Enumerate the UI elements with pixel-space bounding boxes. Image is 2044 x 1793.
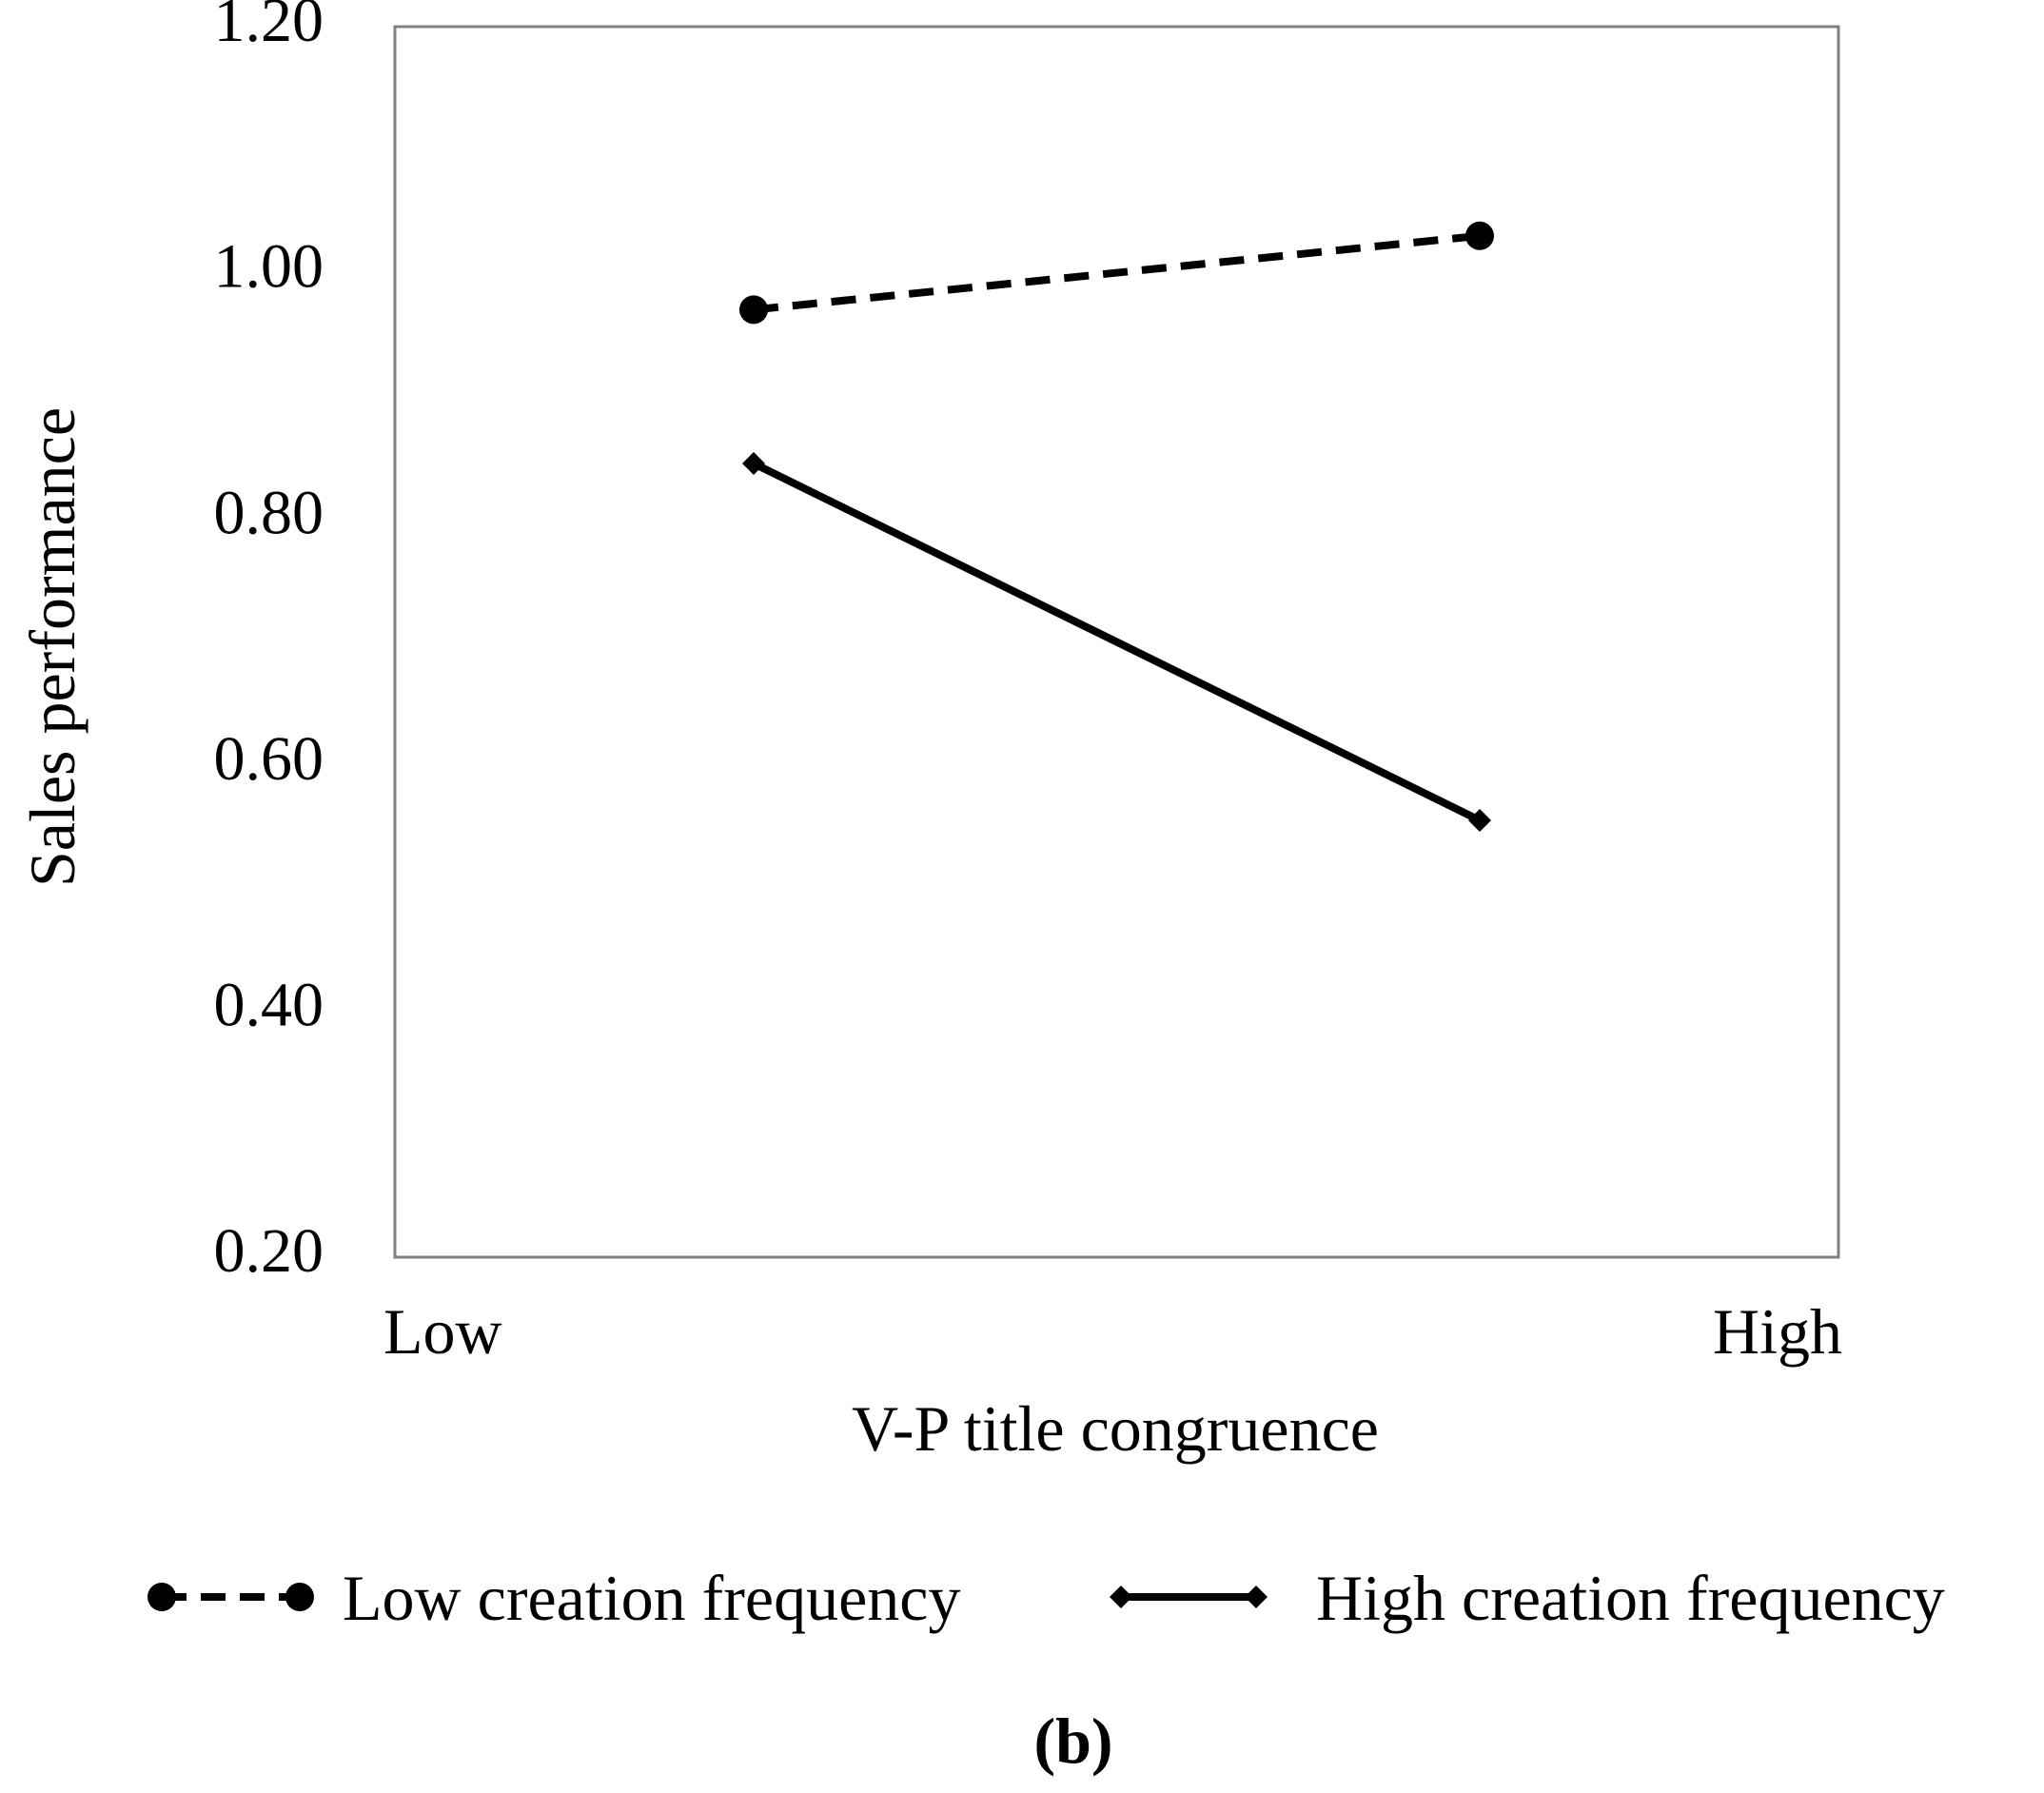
legend-item-high-creation-frequency: High creation frequency [1110, 1562, 1945, 1634]
x-axis-label-low: Low [383, 1295, 502, 1368]
data-point-high-creation-frequency-low [742, 452, 765, 476]
y-tick-label-4: 0.60 [214, 724, 324, 794]
legend-marker-left-low-creation-frequency [147, 1583, 176, 1611]
y-tick-label-1: 1.20 [214, 0, 324, 55]
data-point-low-creation-frequency-low [739, 295, 768, 325]
y-tick-label-5: 0.40 [214, 971, 324, 1040]
y-tick-labels: 1.20 1.00 0.80 0.60 0.40 0.20 [214, 0, 324, 1286]
y-tick-label-6: 0.20 [214, 1216, 324, 1286]
legend-label-high-creation-frequency: High creation frequency [1316, 1562, 1945, 1634]
data-point-low-creation-frequency-high [1465, 221, 1494, 250]
series-line-low-creation-frequency [753, 231, 1481, 314]
x-axis-label-high: High [1713, 1295, 1842, 1368]
x-axis-title: V-P title congruence [852, 1392, 1379, 1465]
series-line-high-creation-frequency [752, 460, 1482, 824]
data-point-high-creation-frequency-high [1468, 808, 1491, 832]
legend-label-low-creation-frequency: Low creation frequency [343, 1562, 960, 1634]
y-tick-label-2: 1.00 [214, 232, 324, 302]
panel-label: (b) [1033, 1704, 1112, 1777]
y-axis-title: Sales performance [16, 407, 88, 887]
y-tick-label-3: 0.80 [214, 478, 324, 547]
legend: Low creation frequency High creation fre… [147, 1562, 1945, 1634]
series-layer [739, 221, 1494, 832]
legend-item-low-creation-frequency: Low creation frequency [147, 1562, 960, 1634]
legend-marker-right-low-creation-frequency [285, 1583, 314, 1611]
legend-marker-right-high-creation-frequency [1245, 1586, 1268, 1608]
legend-marker-left-high-creation-frequency [1110, 1586, 1132, 1608]
